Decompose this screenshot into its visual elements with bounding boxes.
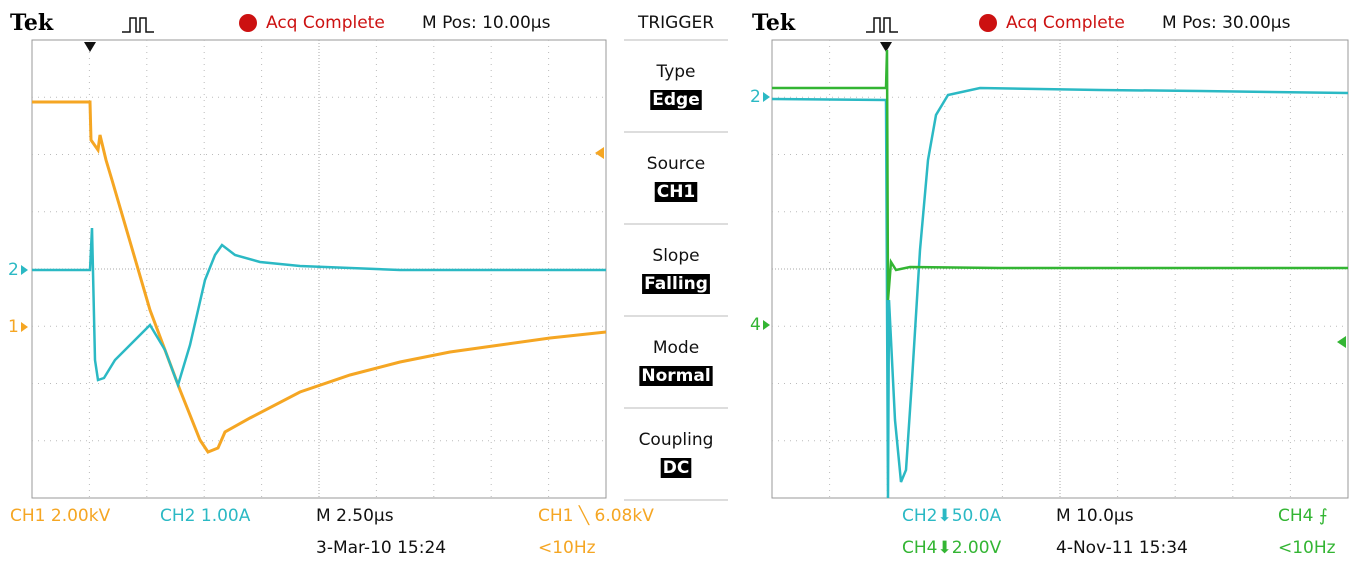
trigger-menu: Type Edge Source CH1 Slope Falling Mode Normal C… — [624, 40, 728, 500]
position: M Pos: 10.00µs — [422, 13, 551, 33]
ch2-arrow — [763, 92, 770, 102]
status-dot — [239, 14, 257, 32]
menu-value: Normal — [641, 366, 710, 386]
menu-value: DC — [663, 458, 690, 478]
brand: Tek — [752, 10, 796, 36]
menu-value: Edge — [652, 90, 699, 110]
ch2-marker: 2 — [8, 260, 19, 280]
frequency: <10Hz — [1278, 538, 1336, 558]
menu-value: CH1 — [657, 182, 696, 202]
ch2-scale: CH2 1.00A — [160, 506, 251, 526]
brand: Tek — [10, 10, 54, 36]
status: Acq Complete — [1006, 13, 1125, 33]
ch2-scale: CH2⬇50.0A — [902, 506, 1002, 526]
ch1-scale: CH1 2.00kV — [10, 506, 111, 526]
menu-label: Type — [655, 62, 695, 82]
trigger-setting: CH4 ⨍ — [1278, 506, 1328, 526]
ch4-scale: CH4⬇2.00V — [902, 538, 1002, 558]
menu-label: Slope — [652, 246, 699, 266]
trigger-level — [595, 147, 604, 159]
menu-value: Falling — [644, 274, 708, 294]
menu-label: Mode — [653, 338, 699, 358]
trigger-setting: CH1 ╲ 6.08kV — [538, 505, 654, 526]
ch1-marker: 1 — [8, 317, 19, 337]
trigger-level — [1337, 336, 1346, 348]
frequency: <10Hz — [538, 538, 596, 558]
trigger-icon — [122, 18, 154, 32]
timebase: M 2.50µs — [316, 506, 394, 526]
menu-label: Source — [647, 154, 705, 174]
position: M Pos: 30.00µs — [1162, 13, 1291, 33]
menu-title: TRIGGER — [637, 13, 714, 33]
status: Acq Complete — [266, 13, 385, 33]
date: 4-Nov-11 15:34 — [1056, 538, 1188, 558]
ch4-marker: 4 — [750, 315, 761, 335]
date: 3-Mar-10 15:24 — [316, 538, 446, 558]
menu-label: Coupling — [639, 430, 714, 450]
status-dot — [979, 14, 997, 32]
trigger-icon — [866, 18, 898, 32]
oscilloscope-screens: Tek Acq Complete M Pos: 10.00µs 2 1 CH1 … — [0, 0, 1368, 562]
timebase: M 10.0µs — [1056, 506, 1134, 526]
trigger-marker — [84, 42, 96, 52]
ch1-arrow — [21, 322, 28, 332]
ch2-arrow — [21, 265, 28, 275]
ch4-arrow — [763, 320, 770, 330]
ch2-marker: 2 — [750, 87, 761, 107]
